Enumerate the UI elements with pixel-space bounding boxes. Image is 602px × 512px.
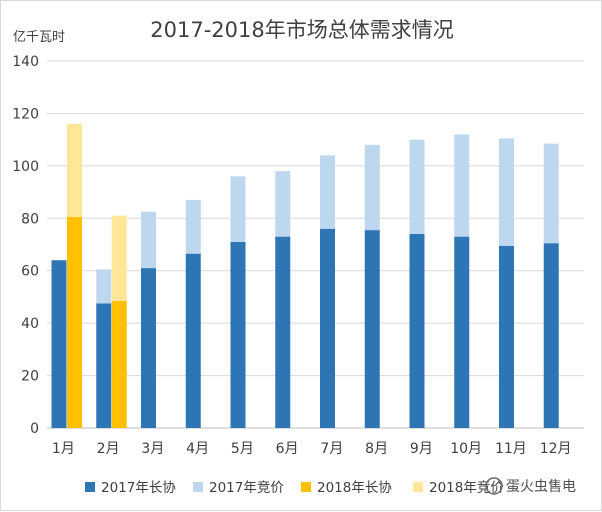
legend-label: 2018年长协	[317, 480, 392, 496]
x-tick-label: 9月	[410, 441, 433, 457]
x-tick-label: 7月	[320, 441, 343, 457]
bar-2017年竞价-3月	[141, 211, 156, 269]
x-tick-label: 8月	[365, 441, 388, 457]
watermark-text: 蛋火虫售电	[506, 479, 576, 495]
chart-title: 2017-2018年市场总体需求情况	[150, 18, 453, 42]
x-tick-label: 11月	[495, 441, 527, 457]
y-tick-label: 80	[21, 211, 39, 227]
bar-2017年长协-1月	[51, 260, 67, 428]
x-tick-label: 12月	[540, 441, 572, 457]
legend-swatch-2017年长协	[85, 482, 95, 492]
bar-2017年长协-11月	[499, 245, 514, 428]
legend-label: 2017年竞价	[209, 479, 284, 496]
bar-2017年竞价-9月	[409, 139, 425, 235]
y-tick-label: 60	[21, 264, 39, 280]
y-axis-label: 亿千瓦时	[13, 30, 65, 45]
y-tick-label: 20	[21, 369, 39, 385]
bar-2017年长协-2月	[96, 303, 112, 428]
bar-2017年长协-6月	[275, 236, 291, 428]
legend-label: 2017年长协	[101, 480, 176, 496]
bar-2017年长协-4月	[185, 253, 201, 428]
bar-2017年长协-3月	[141, 268, 156, 428]
x-tick-label: 1月	[52, 441, 75, 457]
bar-2017年长协-5月	[230, 241, 246, 428]
bar-2017年竞价-8月	[364, 144, 380, 231]
watermark: 蛋火虫售电	[485, 477, 576, 495]
bar-2017年竞价-10月	[454, 134, 470, 237]
y-tick-label: 120	[12, 106, 39, 122]
x-tick-label: 2月	[97, 441, 120, 457]
bar-2017年竞价-4月	[185, 199, 201, 254]
legend-swatch-2017年竞价	[193, 482, 203, 492]
legend-swatch-2018年长协	[301, 482, 311, 492]
bar-2017年长协-7月	[320, 228, 335, 428]
bar-2017年长协-8月	[364, 230, 380, 428]
bar-2017年竞价-11月	[499, 138, 514, 246]
bar-2017年长协-12月	[543, 243, 559, 428]
x-tick-label: 10月	[450, 441, 482, 457]
bar-2017年竞价-5月	[230, 176, 246, 242]
legend-label: 2018年竞价	[429, 479, 504, 496]
bar-2017年长协-9月	[409, 234, 425, 428]
x-tick-label: 5月	[231, 441, 254, 457]
bar-2017年竞价-12月	[543, 143, 559, 244]
bar-2017年竞价-2月	[96, 269, 112, 304]
bar-2018年竞价-2月	[111, 215, 127, 301]
bar-2017年竞价-7月	[320, 155, 335, 229]
bar-2018年长协-1月	[67, 216, 82, 428]
bar-2017年竞价-6月	[275, 171, 291, 237]
y-tick-label: 100	[12, 159, 39, 175]
y-tick-label: 40	[21, 316, 39, 332]
x-tick-label: 3月	[141, 441, 164, 457]
bar-2017年长协-10月	[454, 236, 470, 428]
legend-swatch-2018年竞价	[413, 482, 423, 492]
y-tick-label: 0	[30, 421, 39, 437]
y-tick-label: 140	[12, 54, 39, 70]
x-tick-label: 6月	[276, 441, 299, 457]
bar-2018年长协-2月	[111, 300, 127, 428]
bar-2018年竞价-1月	[67, 123, 82, 217]
wechat-icon	[485, 477, 503, 495]
x-tick-label: 4月	[186, 441, 209, 457]
